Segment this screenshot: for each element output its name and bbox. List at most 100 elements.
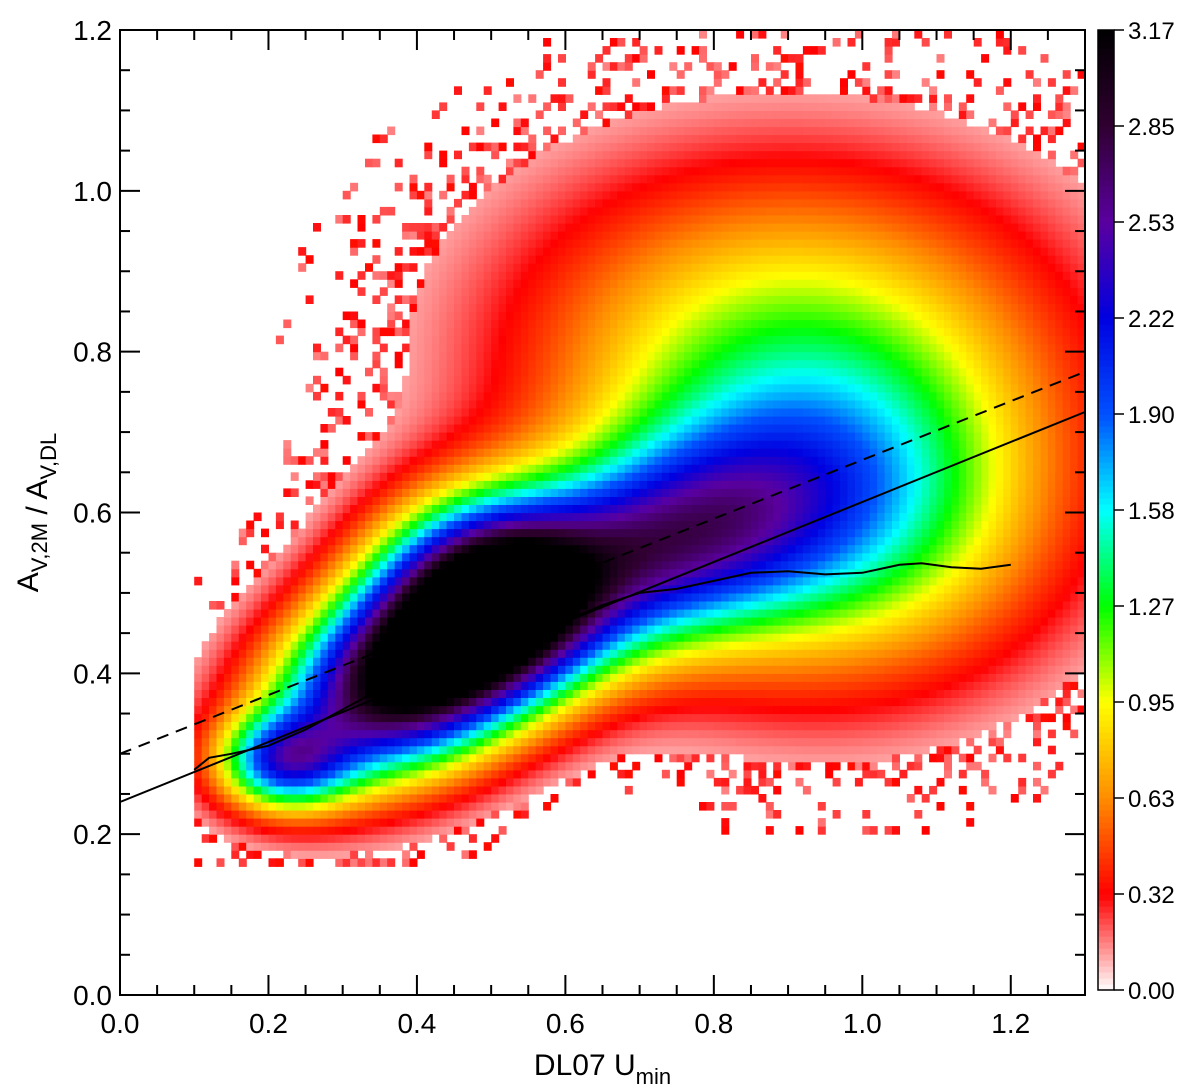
heatmap-cell: [684, 110, 693, 119]
heatmap-cell: [565, 520, 574, 530]
heatmap-cell: [520, 560, 529, 570]
heatmap-cell: [261, 802, 269, 811]
heatmap-cell: [506, 802, 514, 811]
heatmap-cell: [320, 769, 329, 779]
heatmap-cell: [468, 142, 477, 152]
heatmap-cell: [387, 504, 396, 514]
heatmap-cell: [335, 802, 344, 811]
heatmap-cell: [595, 343, 604, 353]
heatmap-cell: [520, 472, 529, 481]
heatmap-cell: [431, 609, 440, 618]
heatmap-cell: [543, 416, 552, 425]
heatmap-cell: [446, 826, 455, 835]
heatmap-cell: [268, 560, 277, 570]
heatmap-cell: [550, 391, 559, 401]
heatmap-cell: [313, 641, 321, 650]
heatmap-cell: [699, 343, 707, 353]
heatmap-cell: [513, 617, 522, 626]
heatmap-cell: [231, 705, 240, 715]
heatmap-cell: [728, 335, 737, 345]
heatmap-cell: [661, 190, 670, 200]
heatmap-cell: [543, 239, 552, 248]
heatmap-cell: [721, 705, 730, 715]
heatmap-cell: [558, 424, 566, 433]
heatmap-cell: [483, 416, 492, 425]
heatmap-cell: [394, 705, 403, 715]
heatmap-cell: [654, 625, 663, 634]
heatmap-cell: [513, 777, 522, 787]
heatmap-cell: [528, 721, 537, 731]
heatmap-cell: [320, 488, 329, 497]
heatmap-cell: [424, 231, 433, 240]
heatmap-cell: [632, 134, 641, 144]
heatmap-cell: [632, 424, 641, 433]
heatmap-cell: [290, 777, 299, 787]
heatmap-cell: [446, 576, 455, 586]
heatmap-cell: [713, 432, 722, 441]
heatmap-cell: [654, 271, 663, 280]
heatmap-cell: [275, 552, 284, 562]
heatmap-cell: [684, 150, 693, 160]
heatmap-cell: [461, 335, 470, 345]
heatmap-cell: [706, 544, 715, 554]
heatmap-cell: [498, 456, 507, 465]
heatmap-cell: [476, 802, 485, 811]
heatmap-cell: [513, 665, 522, 674]
heatmap-cell: [565, 448, 574, 457]
heatmap-cell: [528, 239, 537, 248]
heatmap-cell: [565, 512, 574, 522]
heatmap-cell: [372, 592, 381, 602]
heatmap-cell: [624, 689, 633, 698]
heatmap-cell: [661, 520, 670, 530]
heatmap-cell: [506, 528, 514, 538]
heatmap-cell: [275, 335, 284, 345]
heatmap-cell: [416, 520, 425, 530]
heatmap-cell: [498, 271, 507, 280]
heatmap-cell: [305, 713, 314, 723]
heatmap-cell: [669, 206, 678, 216]
heatmap-cell: [491, 448, 500, 457]
heatmap-cell: [528, 440, 537, 449]
heatmap-cell: [565, 641, 574, 650]
heatmap-cell: [669, 560, 678, 570]
heatmap-cell: [528, 182, 537, 192]
heatmap-cell: [454, 383, 462, 393]
heatmap-cell: [721, 504, 730, 514]
heatmap-cell: [446, 367, 455, 377]
heatmap-cell: [669, 520, 678, 530]
heatmap-cell: [372, 729, 381, 739]
heatmap-cell: [617, 198, 626, 208]
heatmap-cell: [639, 576, 648, 586]
heatmap-cell: [483, 335, 492, 345]
heatmap-cell: [424, 769, 433, 779]
heatmap-cell: [617, 464, 626, 473]
heatmap-cell: [654, 576, 663, 586]
heatmap-cell: [431, 689, 440, 698]
heatmap-cell: [565, 327, 574, 337]
heatmap-cell: [654, 512, 663, 522]
heatmap-cell: [609, 729, 618, 739]
heatmap-cell: [431, 319, 440, 329]
heatmap-cell: [335, 472, 344, 481]
heatmap-cell: [587, 480, 596, 489]
heatmap-cell: [535, 206, 544, 216]
heatmap-cell: [491, 609, 500, 618]
heatmap-cell: [609, 761, 618, 771]
heatmap-cell: [580, 520, 589, 530]
heatmap-cell: [550, 584, 559, 594]
heatmap-cell: [209, 777, 218, 787]
heatmap-cell: [580, 166, 589, 176]
heatmap-cell: [416, 737, 425, 747]
heatmap-cell: [654, 745, 663, 755]
heatmap-cell: [728, 142, 737, 152]
heatmap-cell: [676, 327, 685, 337]
heatmap-cell: [275, 721, 284, 731]
heatmap-cell: [669, 182, 678, 192]
heatmap-cell: [506, 673, 514, 682]
heatmap-cell: [513, 472, 522, 481]
heatmap-cell: [194, 785, 203, 795]
heatmap-cell: [632, 142, 641, 152]
heatmap-cell: [424, 391, 433, 401]
heatmap-cell: [201, 785, 210, 795]
heatmap-cell: [431, 351, 440, 361]
